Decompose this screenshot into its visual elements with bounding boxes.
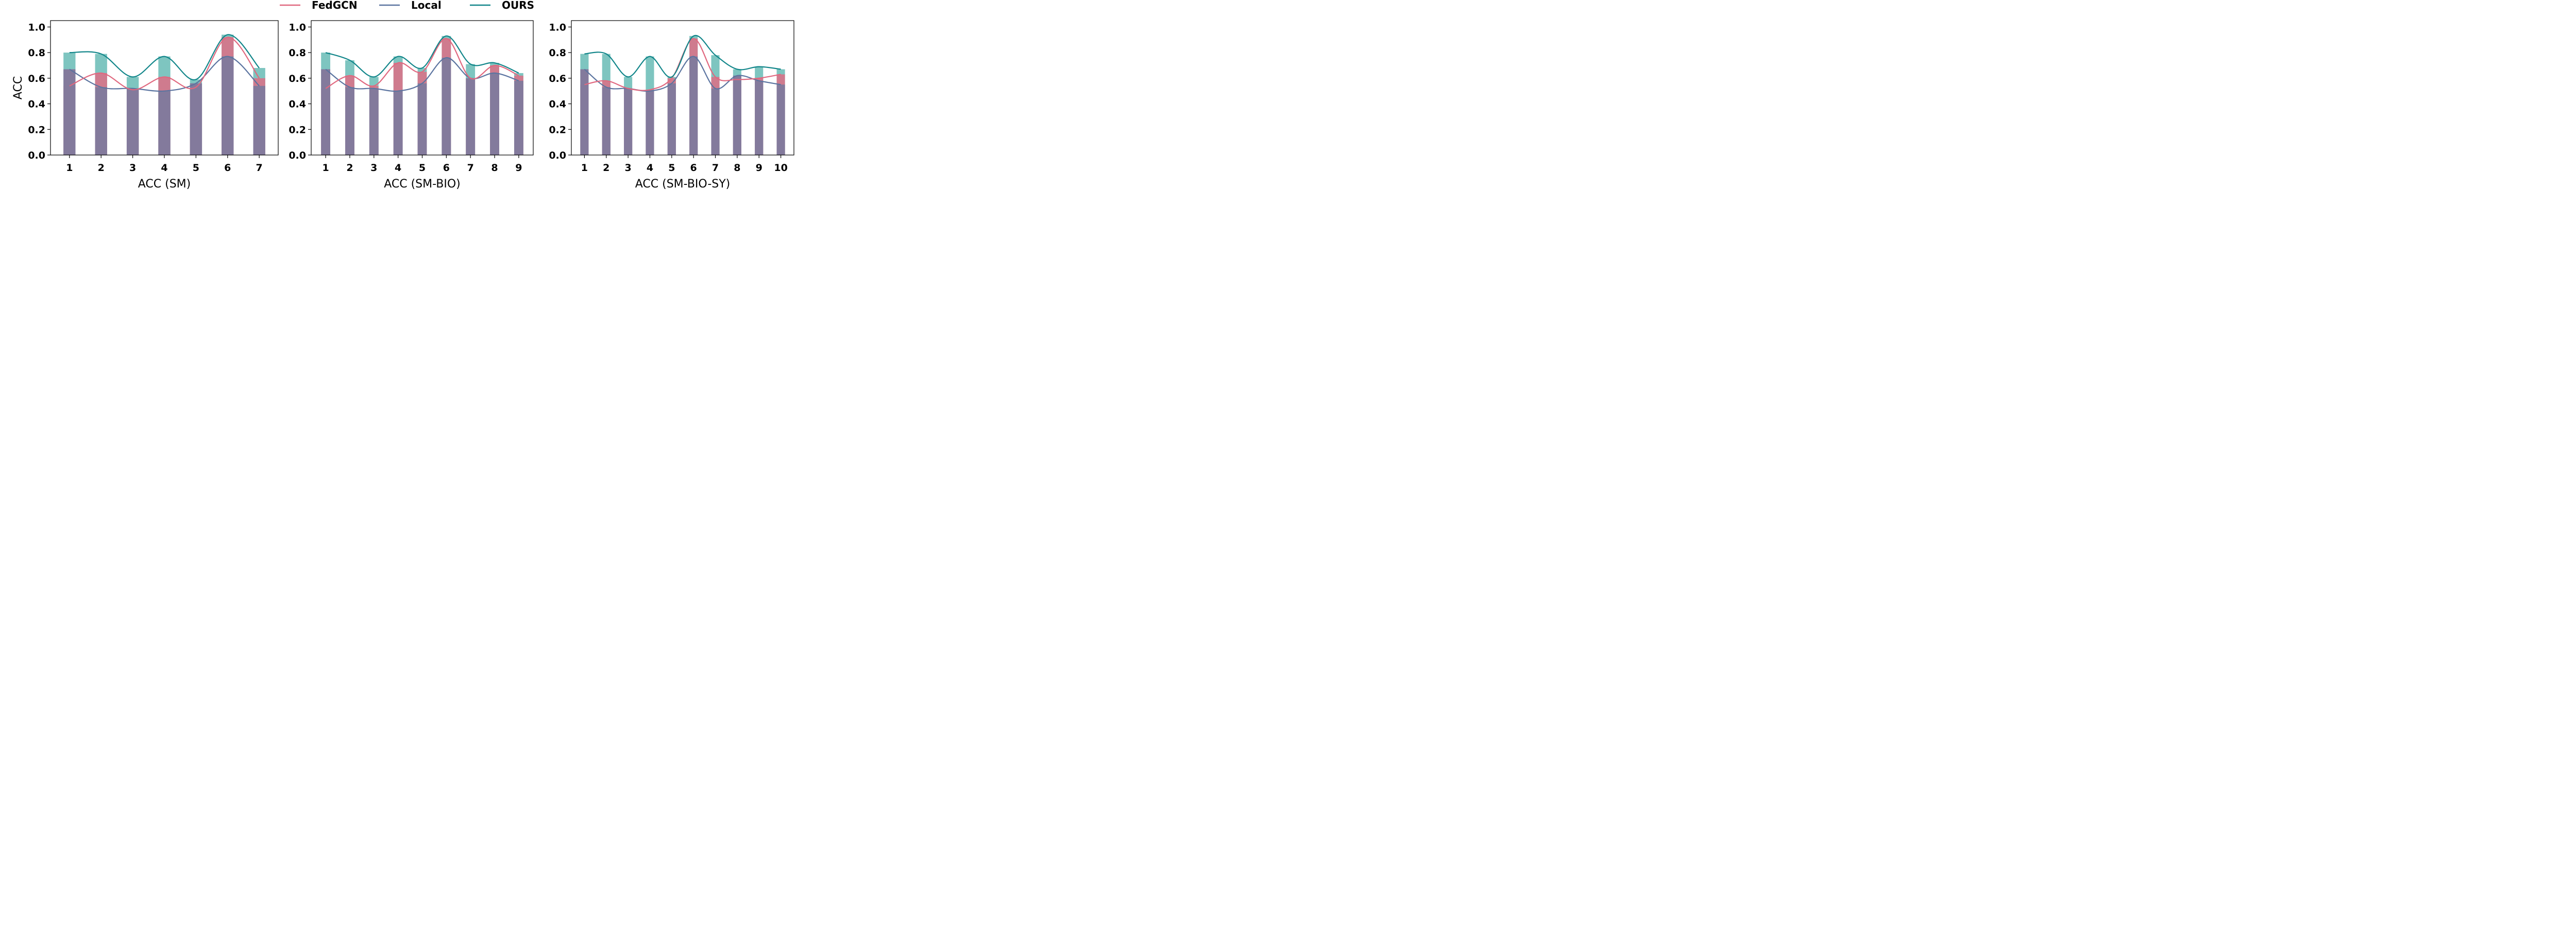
- x-tick-label: 2: [346, 162, 353, 174]
- bar-local: [667, 83, 676, 155]
- bar-local: [442, 58, 451, 155]
- curve-fedgcn: [325, 38, 519, 89]
- bar-local: [345, 87, 354, 155]
- bar-local: [624, 88, 633, 155]
- plot-frame: [571, 20, 794, 156]
- x-tick-label: 9: [515, 162, 522, 174]
- bar-local: [369, 88, 379, 155]
- curve-local: [584, 56, 781, 92]
- y-tick-label: 0.6: [289, 73, 306, 84]
- bar-local: [490, 73, 499, 155]
- bar-local: [602, 87, 611, 155]
- bar-local: [733, 75, 741, 155]
- x-axis-label: ACC (SM-BIO): [384, 178, 461, 191]
- bar-local: [466, 78, 476, 155]
- x-tick-label: 6: [690, 162, 697, 174]
- bar-local: [711, 88, 720, 155]
- bar-local: [190, 83, 202, 155]
- bar-local: [158, 91, 171, 155]
- bar-local: [514, 80, 523, 155]
- x-tick-label: 3: [129, 162, 136, 174]
- chart-svg: FedGCN Local OURS 0.0 0.2 0.4 0.6 0.8 1.0 1 2 3 4 5 6 7…: [12, 0, 794, 191]
- y-tick-label: 0.8: [28, 47, 45, 59]
- chart-figure: FedGCN Local OURS 0.0 0.2 0.4 0.6 0.8 1.0 1 2 3 4 5 6 7…: [0, 0, 808, 202]
- x-tick-label: 6: [224, 162, 231, 174]
- x-tick-label: 5: [668, 162, 675, 174]
- x-tick-label: 7: [712, 162, 719, 174]
- y-tick-label: 1.0: [289, 22, 306, 33]
- chart-panel-1: 0.0 0.2 0.4 0.6 0.8 1.0 1 2 3 4 5 6 7 ACC (SM) ACC: [12, 20, 279, 191]
- curve-ours: [325, 35, 519, 78]
- y-tick-label: 0.2: [28, 124, 45, 135]
- x-tick-label: 1: [322, 162, 329, 174]
- chart-panel-2: 0.0 0.2 0.4 0.6 0.8 1.0 1 2 3 4 5 6 7 8 9 ACC (SM-BIO): [289, 20, 534, 191]
- bar-local: [321, 69, 331, 155]
- x-tick-label: 8: [491, 162, 498, 174]
- curve-fedgcn: [584, 38, 781, 91]
- x-tick-label: 1: [66, 162, 73, 174]
- legend: FedGCN Local OURS: [280, 0, 534, 11]
- x-axis-label: ACC (SM-BIO-SY): [635, 178, 731, 191]
- bar-local: [417, 83, 427, 155]
- bar-local: [393, 91, 403, 155]
- x-tick-label: 9: [756, 162, 762, 174]
- x-tick-label: 1: [581, 162, 588, 174]
- y-tick-label: 0.6: [549, 73, 566, 84]
- bar-local: [646, 91, 654, 155]
- legend-label: OURS: [502, 0, 534, 11]
- bar-local: [126, 88, 139, 155]
- bar-local: [689, 56, 698, 155]
- x-tick-label: 4: [647, 162, 653, 174]
- bar-local: [63, 69, 76, 155]
- x-tick-label: 4: [161, 162, 167, 174]
- bar-local: [253, 85, 265, 155]
- x-tick-label: 2: [98, 162, 105, 174]
- x-tick-label: 3: [370, 162, 377, 174]
- curve-ours: [584, 35, 781, 78]
- bar-local: [776, 84, 785, 155]
- x-tick-label: 3: [625, 162, 632, 174]
- y-tick-label: 0.8: [549, 47, 566, 59]
- y-tick-label: 0.4: [289, 99, 306, 110]
- legend-label: Local: [411, 0, 442, 11]
- x-tick-label: 7: [256, 162, 263, 174]
- y-tick-label: 0.4: [28, 99, 45, 110]
- y-tick-label: 0.8: [289, 47, 306, 59]
- bar-local: [95, 87, 107, 155]
- y-axis-label: ACC: [12, 76, 25, 99]
- y-tick-label: 0.0: [28, 150, 45, 161]
- y-tick-label: 1.0: [28, 22, 45, 33]
- x-tick-label: 4: [395, 162, 401, 174]
- x-tick-label: 5: [419, 162, 426, 174]
- y-tick-label: 0.6: [28, 73, 45, 84]
- x-tick-label: 7: [467, 162, 474, 174]
- y-tick-label: 1.0: [549, 22, 566, 33]
- legend-label: FedGCN: [312, 0, 358, 11]
- curve-ours: [69, 34, 260, 80]
- y-tick-label: 0.2: [549, 124, 566, 135]
- y-tick-label: 0.4: [549, 99, 566, 110]
- curve-fedgcn: [69, 37, 260, 91]
- y-tick-label: 0.0: [549, 150, 566, 161]
- bar-local: [580, 69, 589, 155]
- x-tick-label: 8: [734, 162, 740, 174]
- curve-local: [325, 57, 519, 92]
- x-axis-label: ACC (SM): [138, 178, 191, 191]
- x-tick-label: 6: [443, 162, 450, 174]
- y-tick-label: 0.0: [289, 150, 306, 161]
- y-tick-label: 0.2: [289, 124, 306, 135]
- bar-local: [222, 56, 234, 155]
- curve-local: [69, 56, 260, 92]
- bar-local: [755, 80, 764, 155]
- x-tick-label: 10: [774, 162, 787, 174]
- chart-panel-3: 0.0 0.2 0.4 0.6 0.8 1.0 1 2 3 4 5 6 7 8 9 10 ACC (SM-BIO…: [549, 20, 794, 191]
- x-tick-label: 2: [603, 162, 609, 174]
- x-tick-label: 5: [193, 162, 199, 174]
